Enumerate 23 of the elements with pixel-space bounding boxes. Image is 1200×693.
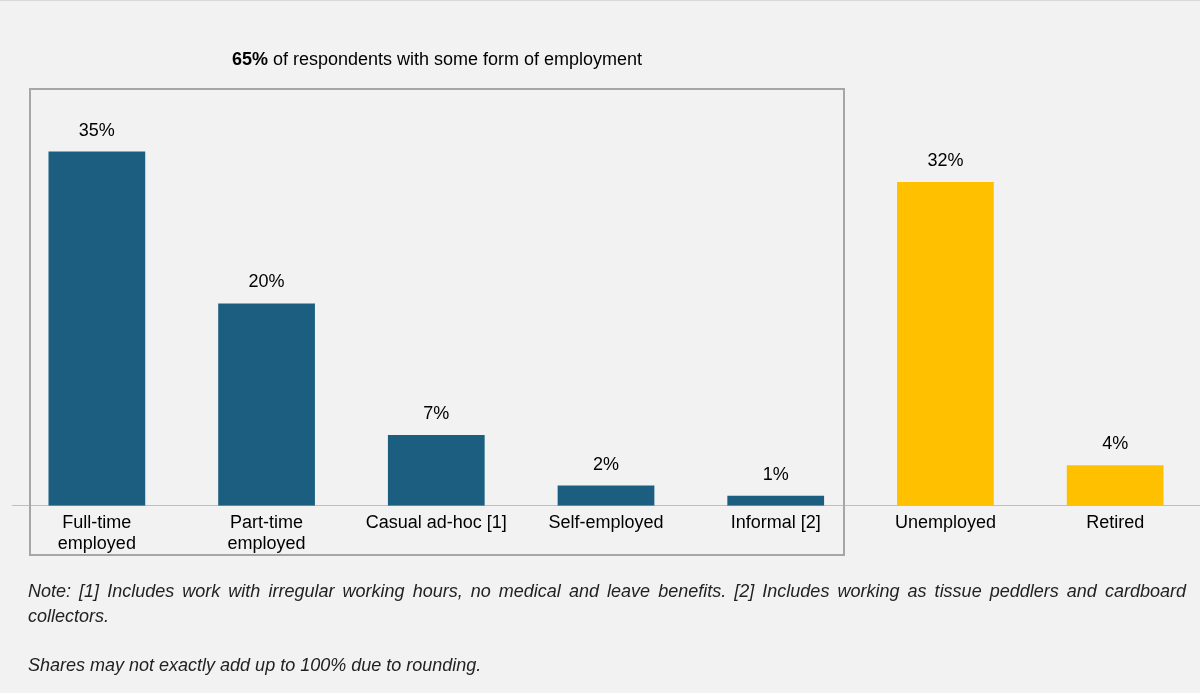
bar — [1066, 465, 1164, 506]
data-label: 4% — [1102, 433, 1129, 454]
data-label: 32% — [927, 149, 964, 170]
data-label: 2% — [592, 453, 620, 474]
x-tick-label: Self-employed — [548, 511, 664, 532]
bar — [387, 434, 485, 506]
data-label: 1% — [762, 463, 789, 484]
data-label: 7% — [423, 402, 450, 423]
text: 65% of respondents with some form of employment — [230, 49, 644, 70]
x-tick-label: Unemployed — [894, 511, 996, 532]
x-tick-label: Casual ad-hoc [1] — [365, 511, 507, 532]
data-label: 35% — [78, 119, 115, 140]
x-tick-label: Retired — [1086, 511, 1145, 532]
bar — [218, 303, 315, 506]
x-tick-label: Part-time employed — [227, 511, 306, 554]
text: Shares may not exactly add up to 100% due to rounding. — [28, 654, 483, 677]
bar — [897, 181, 994, 506]
x-tick-label: Full-time employed — [57, 511, 136, 554]
bar — [48, 151, 146, 506]
data-label: 20% — [248, 271, 285, 292]
x-tick-label: Informal [2] — [730, 511, 821, 532]
text: Note: [1] Includes work with irregular working hours, no medical and leave benefits. [2] Includes working as tissue peddlers and cardboard collectors. — [28, 580, 1186, 628]
bar — [557, 485, 655, 506]
